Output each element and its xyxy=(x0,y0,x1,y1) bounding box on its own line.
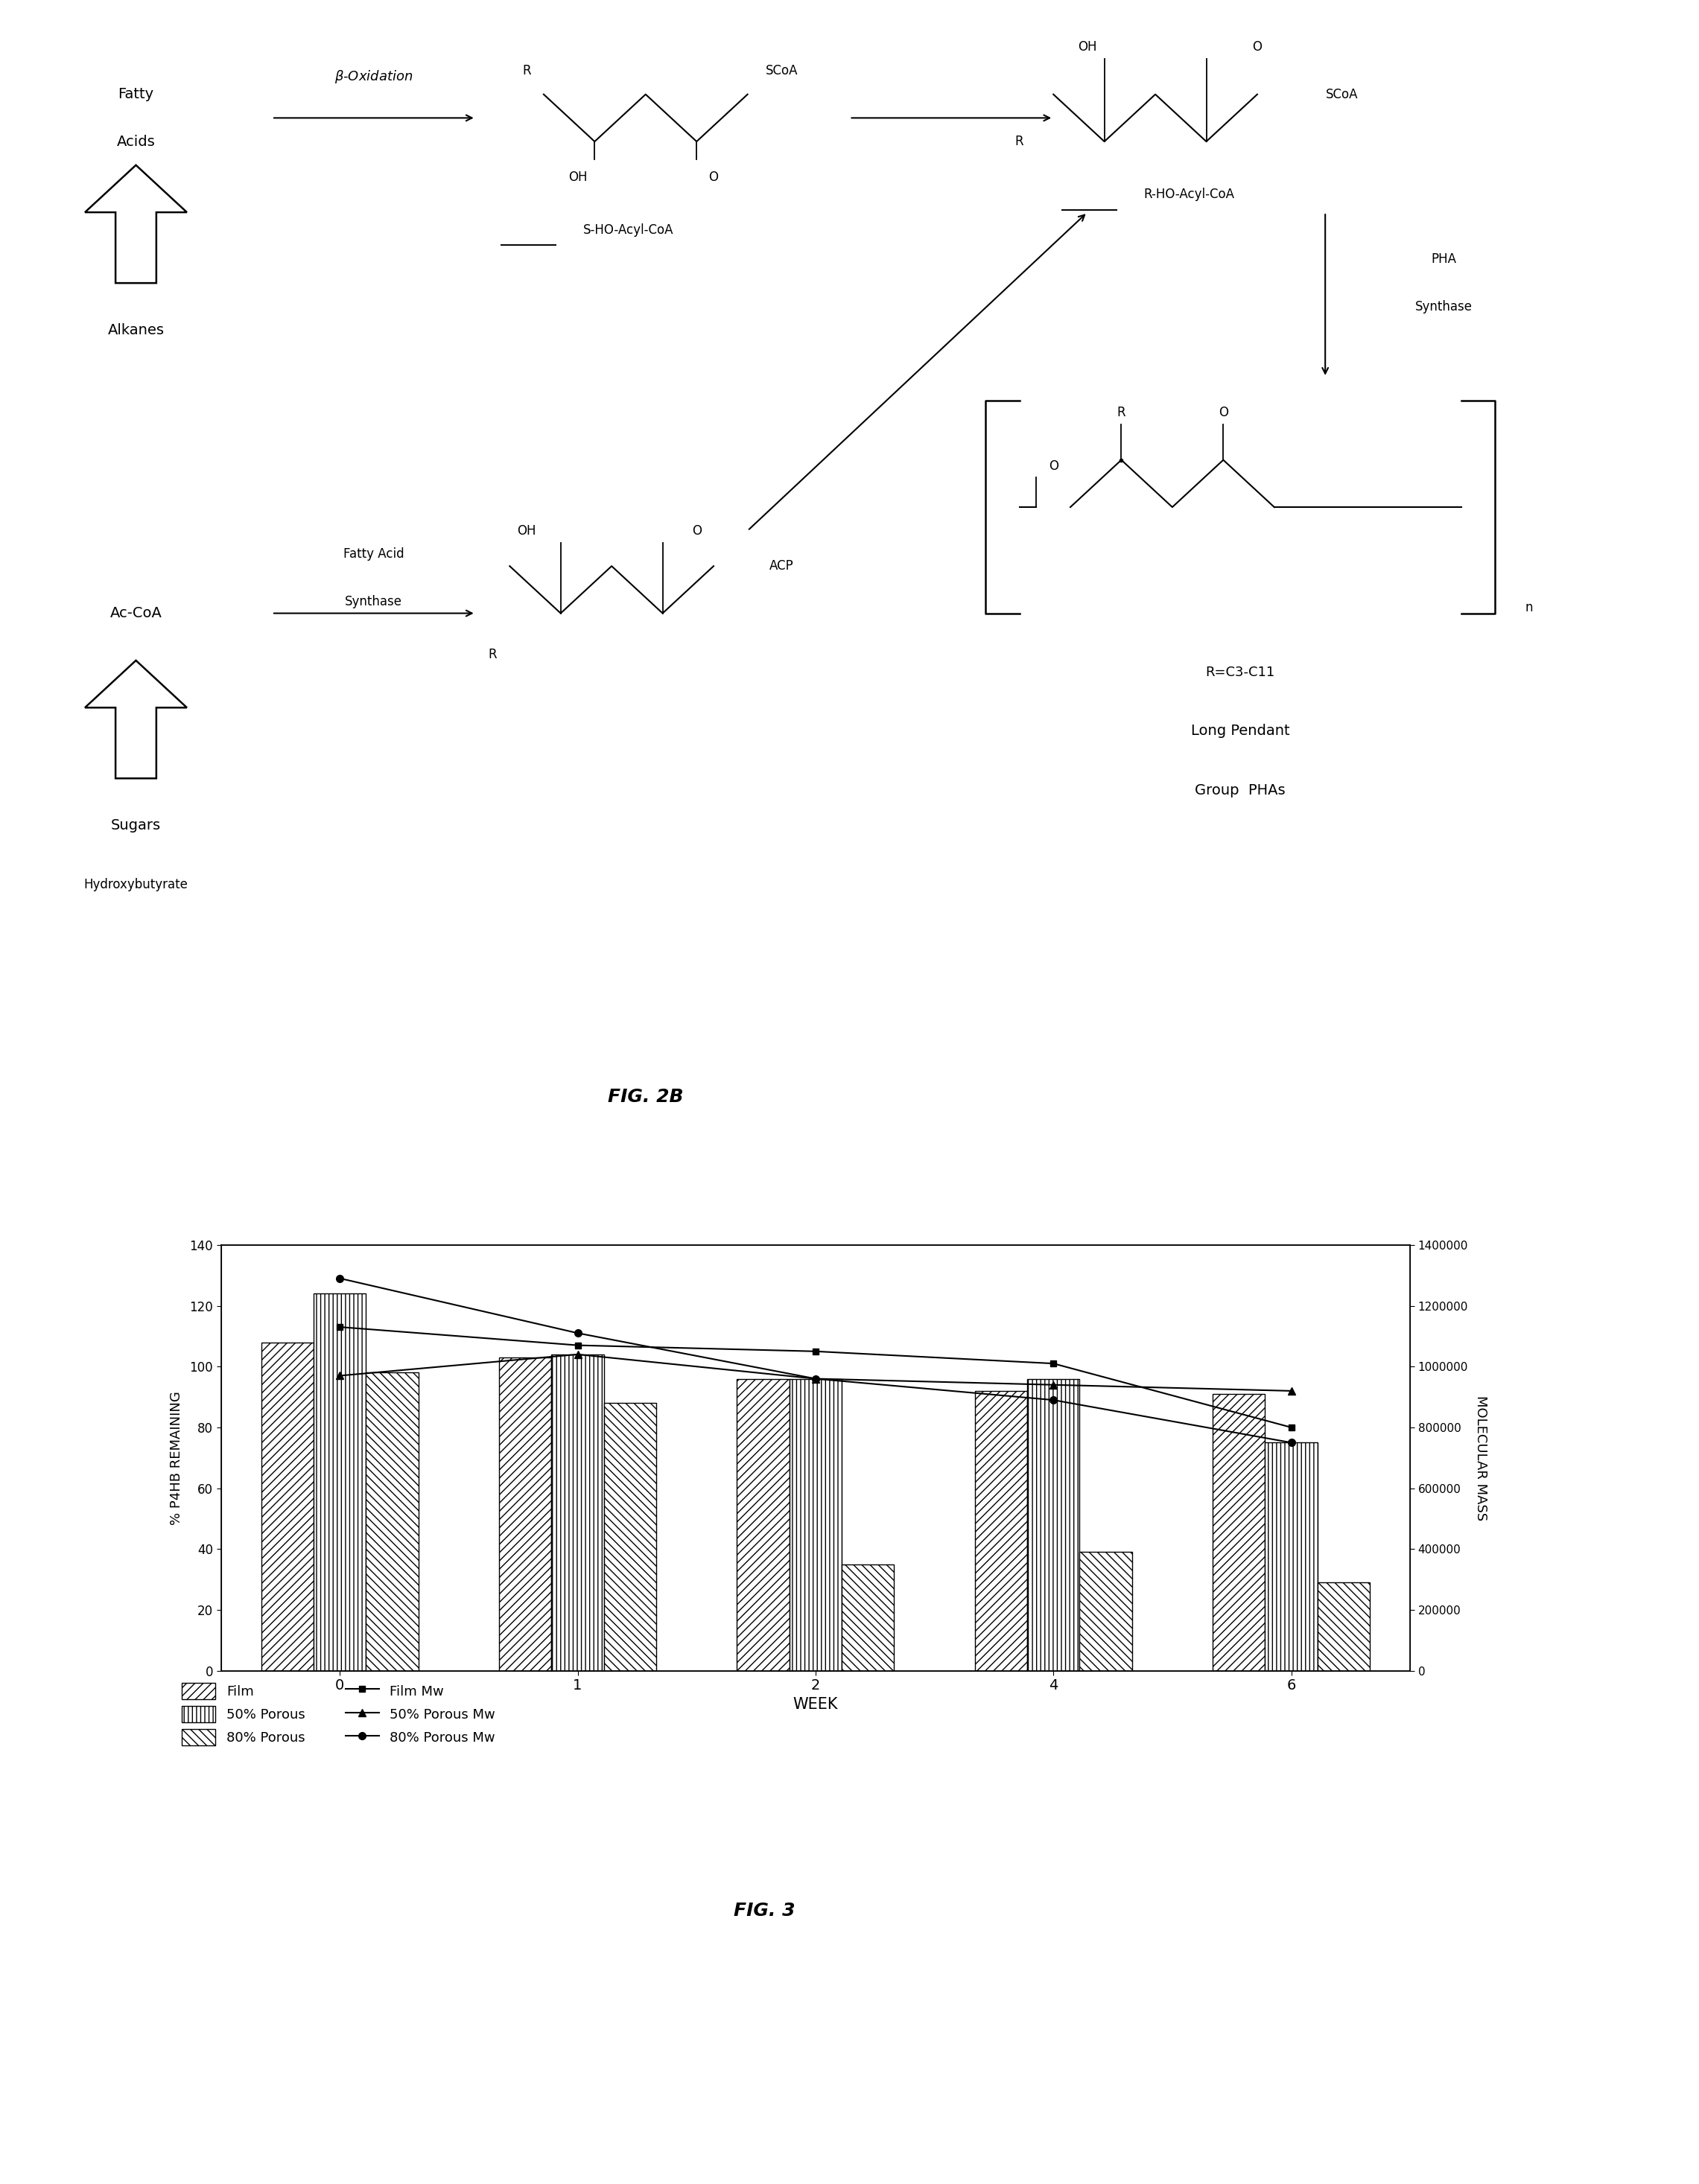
Text: OH: OH xyxy=(567,170,588,183)
Text: Ac-CoA: Ac-CoA xyxy=(110,607,161,620)
Text: Synthase: Synthase xyxy=(345,594,403,607)
Text: Fatty Acid: Fatty Acid xyxy=(343,548,404,561)
Text: SCoA: SCoA xyxy=(1325,87,1359,100)
Bar xyxy=(365,1374,418,1671)
Text: R: R xyxy=(488,649,498,662)
Polygon shape xyxy=(85,660,187,778)
Text: S-HO-Acyl-CoA: S-HO-Acyl-CoA xyxy=(583,223,675,236)
Text: R: R xyxy=(522,63,532,76)
Text: O: O xyxy=(708,170,719,183)
Text: ACP: ACP xyxy=(770,559,793,572)
Text: FIG. 2B: FIG. 2B xyxy=(608,1088,683,1105)
Bar xyxy=(500,1358,552,1671)
Text: Fatty: Fatty xyxy=(117,87,155,100)
Text: Alkanes: Alkanes xyxy=(107,323,165,336)
Bar xyxy=(790,1378,841,1671)
Y-axis label: MOLECULAR MASS: MOLECULAR MASS xyxy=(1475,1396,1488,1520)
Bar xyxy=(603,1402,656,1671)
Bar xyxy=(314,1293,365,1671)
Text: Acids: Acids xyxy=(117,135,155,149)
Text: R-HO-Acyl-CoA: R-HO-Acyl-CoA xyxy=(1143,188,1235,201)
Bar xyxy=(975,1391,1028,1671)
Text: Group  PHAs: Group PHAs xyxy=(1194,784,1286,797)
Bar xyxy=(1028,1378,1079,1671)
Bar xyxy=(1079,1553,1132,1671)
Text: Sugars: Sugars xyxy=(110,819,161,832)
Text: SCoA: SCoA xyxy=(765,63,799,76)
Text: FIG. 3: FIG. 3 xyxy=(734,1902,795,1920)
Text: R=C3-C11: R=C3-C11 xyxy=(1206,666,1274,679)
Bar xyxy=(841,1564,894,1671)
Text: O: O xyxy=(691,524,702,537)
Bar xyxy=(262,1343,314,1671)
Text: Long Pendant: Long Pendant xyxy=(1191,725,1290,738)
Text: O: O xyxy=(1252,41,1262,55)
Text: R: R xyxy=(1116,406,1126,419)
Text: PHA: PHA xyxy=(1432,253,1456,266)
Text: Hydroxybutyrate: Hydroxybutyrate xyxy=(83,878,189,891)
X-axis label: WEEK: WEEK xyxy=(793,1697,838,1712)
Text: OH: OH xyxy=(516,524,537,537)
Text: $\beta$-Oxidation: $\beta$-Oxidation xyxy=(335,68,413,85)
Bar xyxy=(1213,1393,1266,1671)
Bar xyxy=(1317,1583,1369,1671)
Text: Synthase: Synthase xyxy=(1415,299,1473,312)
Legend: Film, 50% Porous, 80% Porous, Film Mw, 50% Porous Mw, 80% Porous Mw: Film, 50% Porous, 80% Porous, Film Mw, 5… xyxy=(177,1677,501,1752)
Text: R: R xyxy=(1014,135,1024,149)
Polygon shape xyxy=(85,166,187,284)
Text: n: n xyxy=(1526,601,1532,614)
Bar xyxy=(737,1378,790,1671)
Text: O: O xyxy=(1218,406,1228,419)
Bar xyxy=(1266,1444,1317,1671)
Text: OH: OH xyxy=(1077,41,1098,55)
Text: O: O xyxy=(1048,459,1058,472)
Bar xyxy=(552,1354,603,1671)
Y-axis label: % P4HB REMAINING: % P4HB REMAINING xyxy=(170,1391,183,1524)
